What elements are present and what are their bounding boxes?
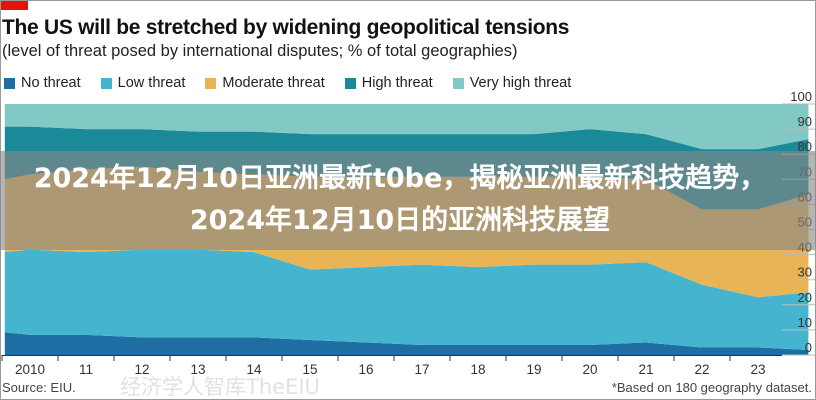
x-tick-label: 11 xyxy=(79,362,93,377)
y-tick-label: 30 xyxy=(798,265,812,280)
chart-subtitle: (level of threat posed by international … xyxy=(2,42,518,60)
brand-red-bar xyxy=(0,0,28,10)
legend-label: Very high threat xyxy=(469,75,572,91)
watermark: 经济学人智库TheEIU xyxy=(120,375,320,399)
area-very-high-threat xyxy=(4,104,809,150)
source-note: Source: EIU. xyxy=(2,380,76,395)
x-tick-label: 13 xyxy=(190,362,205,377)
legend-item: Very high threat xyxy=(452,75,572,91)
x-tick-label: 16 xyxy=(358,362,373,377)
overlay-headline: 2024年12月10日亚洲最新t0be，揭秘亚洲最新科技趋势，2024年12月1… xyxy=(33,163,767,236)
legend-swatch xyxy=(4,77,15,89)
y-tick-label: 100 xyxy=(790,89,812,104)
y-tick-label: 20 xyxy=(798,290,812,305)
x-tick-label: 19 xyxy=(526,362,541,377)
y-tick-label: 90 xyxy=(798,114,812,129)
area-low-threat xyxy=(4,249,809,350)
overlay-banner xyxy=(0,151,816,250)
x-tick-label: 2010 xyxy=(15,362,45,377)
y-tick-label: 0 xyxy=(805,340,812,355)
chart-title: The US will be stretched by widening geo… xyxy=(2,16,570,39)
x-tick-label: 14 xyxy=(246,362,262,377)
legend-label: No threat xyxy=(21,75,81,91)
legend-swatch xyxy=(452,77,464,89)
legend-label: High threat xyxy=(361,75,433,91)
legend-label: Low threat xyxy=(117,75,186,91)
footnote: *Based on 180 geography dataset. xyxy=(611,380,812,395)
legend: No threat Low threat Moderate threat Hig… xyxy=(4,75,571,91)
y-tick-label: 80 xyxy=(798,139,812,154)
x-tick-label: 20 xyxy=(582,362,597,377)
y-tick-label: 10 xyxy=(798,315,812,330)
legend-item: No threat xyxy=(4,75,81,91)
area-no-threat xyxy=(4,332,809,355)
legend-swatch xyxy=(100,77,112,89)
x-tick-label: 18 xyxy=(470,362,485,377)
legend-item: Moderate threat xyxy=(205,75,325,91)
x-tick-label: 17 xyxy=(414,362,429,377)
x-tick-label: 21 xyxy=(638,362,653,377)
x-tick-label: 23 xyxy=(750,362,765,377)
x-tick-label: 15 xyxy=(302,362,317,377)
legend-swatch xyxy=(344,77,356,89)
x-tick-label: 22 xyxy=(694,362,709,377)
legend-item: Low threat xyxy=(100,75,186,91)
legend-label: Moderate threat xyxy=(222,75,325,91)
x-tick-label: 12 xyxy=(134,362,149,377)
legend-item: High threat xyxy=(344,75,433,91)
legend-swatch xyxy=(205,77,217,89)
